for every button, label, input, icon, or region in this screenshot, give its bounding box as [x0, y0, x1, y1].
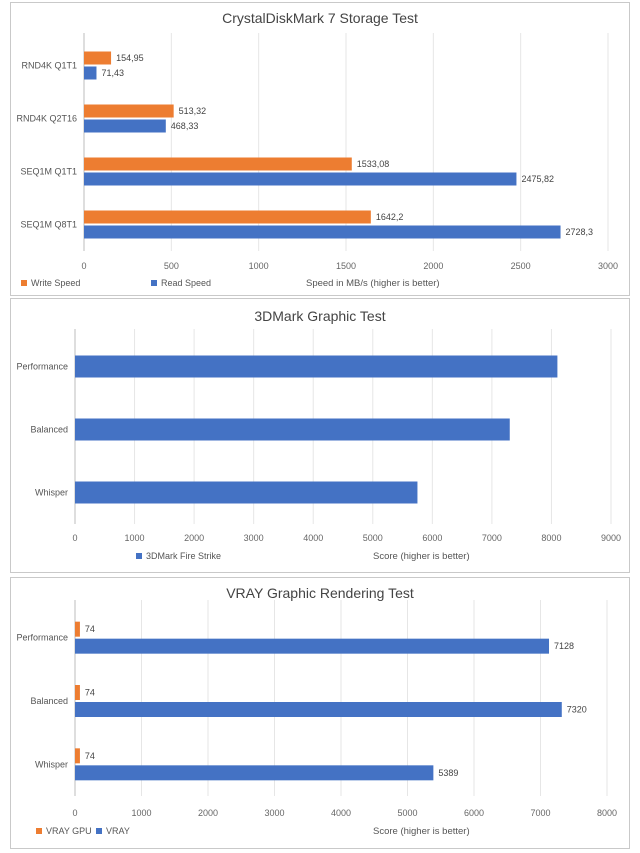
chart-svg: VRAY Graphic Rendering Test 0 1000 2000 3000… — [16, 585, 617, 837]
bar — [75, 685, 80, 700]
x-tick-label: 4000 — [303, 533, 323, 543]
chart-title: CrystalDiskMark 7 Storage Test — [222, 10, 418, 26]
data-label: 74 — [85, 688, 95, 698]
category-label: RND4K Q2T16 — [16, 114, 77, 124]
chart-title: 3DMark Graphic Test — [254, 308, 385, 324]
chart-svg: CrystalDiskMark 7 Storage Test 0 500 1000 15… — [16, 10, 618, 289]
legend-swatch — [151, 280, 157, 286]
bar — [75, 621, 80, 637]
category-label: Balanced — [30, 696, 68, 706]
category-label: Performance — [16, 362, 68, 372]
legend-entry: Write Speed — [31, 278, 80, 288]
chart-title: VRAY Graphic Rendering Test — [226, 585, 414, 601]
bar — [84, 210, 371, 224]
legend-entry: Read Speed — [161, 278, 211, 288]
x-tick-label: 8000 — [597, 808, 617, 818]
x-tick-label: 1000 — [131, 808, 151, 818]
bar — [75, 702, 562, 717]
category-label: SEQ1M Q8T1 — [20, 220, 77, 230]
x-tick-label: 6000 — [464, 808, 484, 818]
bar — [75, 481, 418, 504]
x-axis-title: Score (higher is better) — [373, 826, 470, 837]
x-tick-label: 2500 — [511, 261, 531, 271]
data-label: 468,33 — [171, 121, 199, 131]
data-label: 5389 — [438, 768, 458, 778]
x-tick-label: 4000 — [331, 808, 351, 818]
x-tick-label: 3000 — [598, 261, 618, 271]
x-tick-label: 8000 — [541, 533, 561, 543]
category-label: Performance — [16, 633, 68, 643]
x-tick-label: 6000 — [422, 533, 442, 543]
x-tick-label: 5000 — [363, 533, 383, 543]
legend-swatch — [21, 280, 27, 286]
x-tick-label: 2000 — [198, 808, 218, 818]
bar — [75, 355, 558, 378]
chart-panel-crystaldiskmark: CrystalDiskMark 7 Storage Test 0 500 1000 15… — [10, 2, 630, 296]
x-tick-label: 9000 — [601, 533, 621, 543]
bar — [84, 225, 561, 239]
x-tick-label: 1500 — [336, 261, 356, 271]
x-tick-label: 2000 — [423, 261, 443, 271]
data-label: 74 — [85, 624, 95, 634]
x-axis-title: Speed in MB/s (higher is better) — [306, 278, 440, 289]
data-label: 1533,08 — [357, 159, 390, 169]
data-label: 154,95 — [116, 53, 144, 63]
chart-svg: 3DMark Graphic Test 0 1000 2000 3000 4000 5000… — [16, 308, 621, 562]
data-label: 74 — [85, 751, 95, 761]
x-tick-label: 3000 — [244, 533, 264, 543]
legend-swatch — [136, 553, 142, 559]
x-tick-label: 7000 — [482, 533, 502, 543]
x-tick-label: 2000 — [184, 533, 204, 543]
data-label: 2475,82 — [521, 174, 554, 184]
x-tick-label: 500 — [164, 261, 179, 271]
category-label: Whisper — [35, 488, 68, 498]
chart-panel-vray: VRAY Graphic Rendering Test 0 1000 2000 3000… — [10, 577, 630, 849]
x-tick-label: 5000 — [397, 808, 417, 818]
data-label: 1642,2 — [376, 212, 404, 222]
bar — [84, 172, 517, 186]
bar — [84, 157, 352, 171]
category-label: Balanced — [30, 425, 68, 435]
bar — [84, 66, 97, 80]
legend-entry: 3DMark Fire Strike — [146, 551, 221, 561]
legend-swatch — [96, 828, 102, 834]
data-label: 7128 — [554, 641, 574, 651]
data-label: 7320 — [567, 705, 587, 715]
x-tick-label: 7000 — [530, 808, 550, 818]
bar — [84, 51, 112, 65]
x-tick-label: 1000 — [249, 261, 269, 271]
category-label: RND4K Q1T1 — [21, 61, 77, 71]
data-label: 71,43 — [101, 68, 124, 78]
legend-entry: VRAY — [106, 826, 130, 836]
legend-swatch — [36, 828, 42, 834]
x-axis-title: Score (higher is better) — [373, 551, 470, 562]
chart-panel-3dmark: 3DMark Graphic Test 0 1000 2000 3000 4000 5000… — [10, 298, 630, 573]
category-label: SEQ1M Q1T1 — [20, 167, 77, 177]
x-tick-label: 3000 — [264, 808, 284, 818]
bar — [75, 765, 434, 781]
bar — [84, 119, 166, 133]
x-tick-label: 0 — [72, 533, 77, 543]
data-label: 513,32 — [179, 106, 207, 116]
x-tick-label: 0 — [81, 261, 86, 271]
x-tick-label: 0 — [72, 808, 77, 818]
x-tick-label: 1000 — [125, 533, 145, 543]
bar — [75, 418, 510, 441]
data-label: 2728,3 — [566, 227, 594, 237]
bar — [75, 638, 550, 654]
legend-entry: VRAY GPU — [46, 826, 92, 836]
bar — [75, 748, 80, 764]
category-label: Whisper — [35, 759, 68, 769]
bar — [84, 104, 174, 118]
